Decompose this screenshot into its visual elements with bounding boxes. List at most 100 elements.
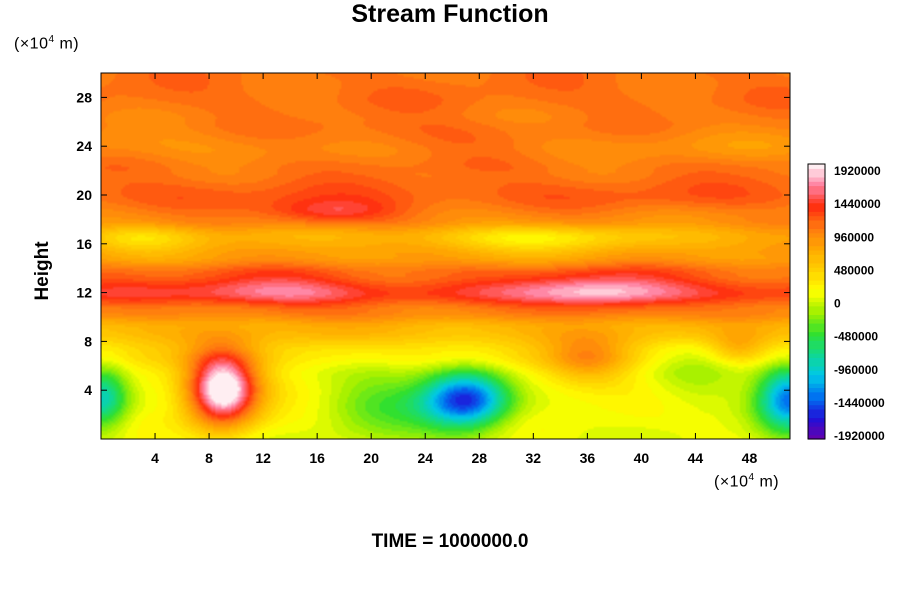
colorbar-band: [808, 378, 825, 384]
colorbar-band: [808, 168, 825, 174]
colorbar-band: [808, 348, 825, 354]
colorbar-band: [808, 357, 825, 363]
colorbar-band: [808, 327, 825, 333]
colorbar-band: [808, 430, 825, 436]
colorbar-band: [808, 198, 825, 204]
y-unit-exponent: 4: [48, 34, 55, 45]
x-tick-label: 48: [742, 450, 758, 466]
time-label: TIME = 1000000.0: [371, 531, 529, 552]
colorbar-label: -1920000: [834, 429, 885, 443]
colorbar-band: [808, 391, 825, 397]
x-tick-label: 20: [363, 450, 379, 466]
y-tick-label: 4: [84, 382, 92, 398]
y-tick-label: 28: [76, 89, 92, 105]
colorbar-band: [808, 365, 825, 371]
colorbar-band: [808, 215, 825, 221]
y-tick-label: 12: [76, 285, 92, 301]
colorbar-band: [808, 288, 825, 294]
x-tick-label: 16: [309, 450, 325, 466]
colorbar-band: [808, 189, 825, 195]
colorbar-band: [808, 340, 825, 346]
colorbar-band: [808, 228, 825, 234]
colorbar-band: [808, 280, 825, 285]
plot-frame: [100, 72, 791, 440]
colorbar-band: [808, 232, 825, 238]
colorbar-band: [808, 262, 825, 268]
colorbar-band: [808, 206, 825, 212]
colorbar-band: [808, 254, 825, 260]
y-axis: 4 8 12 16 20 24 28: [76, 89, 790, 398]
colorbar-band: [808, 353, 825, 358]
colorbar-label: 0: [834, 297, 841, 311]
colorbar-band: [808, 408, 825, 414]
colorbar-band: [808, 331, 825, 337]
x-tick-label: 8: [205, 450, 213, 466]
colorbar-band: [808, 370, 825, 376]
stream-function-field: [101, 73, 790, 439]
x-unit-suffix: m): [754, 473, 780, 491]
colorbar-band: [808, 185, 825, 191]
y-tick-label: 8: [84, 333, 92, 349]
y-unit-base: (×10: [14, 35, 49, 53]
colorbar-band: [808, 164, 825, 169]
colorbar-band: [808, 361, 825, 367]
colorbar-band: [808, 374, 825, 380]
x-tick-label: 40: [634, 450, 650, 466]
y-tick-label: 20: [76, 187, 92, 203]
y-tick-label: 24: [76, 138, 92, 154]
colorbar-band: [808, 297, 825, 303]
colorbar-band: [808, 434, 825, 440]
colorbar-band: [808, 396, 825, 401]
x-unit-base: (×10: [714, 473, 749, 491]
colorbar-band: [808, 305, 825, 311]
colorbar-band: [808, 241, 825, 247]
colorbar-band: [808, 400, 825, 406]
colorbar-band: [808, 211, 825, 217]
colorbar-label: -1440000: [834, 396, 885, 410]
colorbar-band: [808, 335, 825, 341]
colorbar-label: 1440000: [834, 197, 881, 211]
colorbar-band: [808, 310, 825, 315]
colorbar-band: [808, 322, 825, 328]
y-tick-label: 16: [76, 236, 92, 252]
colorbar: 1920000 1440000 960000 480000 0 -480000 -96000…: [807, 163, 885, 443]
x-axis-unit: (×104 m): [714, 472, 779, 491]
colorbar-band: [808, 271, 825, 277]
colorbar-band: [808, 417, 825, 423]
colorbar-band: [808, 383, 825, 389]
colorbar-band: [808, 426, 825, 432]
colorbar-band: [808, 224, 825, 230]
colorbar-band: [808, 413, 825, 419]
colorbar-band: [808, 404, 825, 410]
x-tick-label: 32: [526, 450, 542, 466]
colorbar-band: [808, 301, 825, 307]
colorbar-band: [808, 284, 825, 290]
colorbar-frame: [807, 163, 826, 440]
colorbar-label: -480000: [834, 330, 878, 344]
x-tick-label: 12: [255, 450, 271, 466]
colorbar-band: [808, 176, 825, 182]
x-tick-label: 44: [688, 450, 704, 466]
x-axis: 4 8 12 16 20 24 28 32 36 40 44 48: [151, 73, 757, 466]
chart-title: Stream Function: [351, 0, 549, 28]
colorbar-band: [808, 194, 825, 199]
colorbar-band: [808, 292, 825, 298]
colorbar-label: 480000: [834, 263, 874, 277]
x-tick-label: 36: [580, 450, 596, 466]
colorbar-band: [808, 237, 825, 242]
colorbar-band: [808, 275, 825, 281]
colorbar-band: [808, 344, 825, 350]
colorbar-label: 1920000: [834, 164, 881, 178]
colorbar-band: [808, 314, 825, 320]
x-tick-label: 4: [151, 450, 159, 466]
colorbar-band: [808, 245, 825, 251]
x-tick-label: 24: [417, 450, 433, 466]
colorbar-band: [808, 202, 825, 208]
colorbar-label: -960000: [834, 363, 878, 377]
colorbar-band: [808, 318, 825, 324]
colorbar-band: [808, 181, 825, 187]
y-axis-unit: (×104 m): [14, 34, 79, 53]
colorbar-band: [808, 172, 825, 178]
x-unit-exponent: 4: [748, 472, 755, 483]
